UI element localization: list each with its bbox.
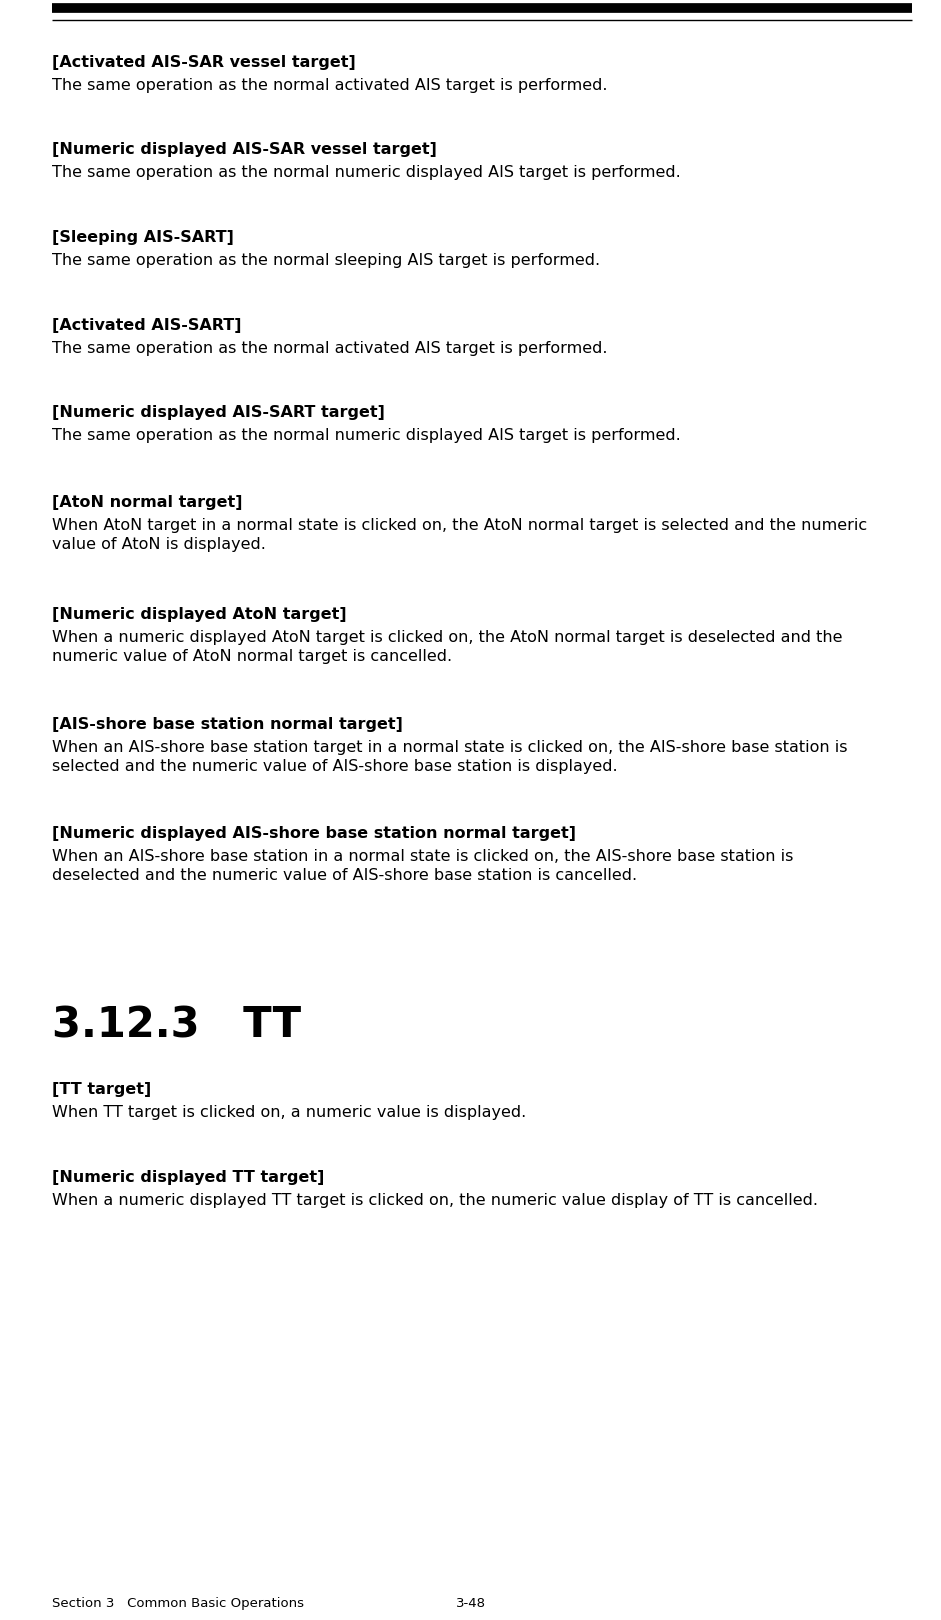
Text: When an AIS-shore base station target in a normal state is clicked on, the AIS-s: When an AIS-shore base station target in…	[52, 740, 848, 755]
Text: numeric value of AtoN normal target is cancelled.: numeric value of AtoN normal target is c…	[52, 650, 452, 664]
Text: [AIS-shore base station normal target]: [AIS-shore base station normal target]	[52, 718, 403, 732]
Text: When a numeric displayed AtoN target is clicked on, the AtoN normal target is de: When a numeric displayed AtoN target is …	[52, 630, 842, 645]
Text: When an AIS-shore base station in a normal state is clicked on, the AIS-shore ba: When an AIS-shore base station in a norm…	[52, 849, 793, 863]
Text: [Numeric displayed AIS-shore base station normal target]: [Numeric displayed AIS-shore base statio…	[52, 826, 576, 841]
Text: The same operation as the normal activated AIS target is performed.: The same operation as the normal activat…	[52, 78, 608, 92]
Text: When a numeric displayed TT target is clicked on, the numeric value display of T: When a numeric displayed TT target is cl…	[52, 1192, 818, 1209]
Text: [Numeric displayed AIS-SAR vessel target]: [Numeric displayed AIS-SAR vessel target…	[52, 143, 437, 157]
Text: The same operation as the normal numeric displayed AIS target is performed.: The same operation as the normal numeric…	[52, 165, 680, 180]
Text: [Numeric displayed AtoN target]: [Numeric displayed AtoN target]	[52, 608, 346, 622]
Text: Section 3   Common Basic Operations: Section 3 Common Basic Operations	[52, 1597, 304, 1610]
Text: [TT target]: [TT target]	[52, 1082, 152, 1097]
Text: 3.12.3   TT: 3.12.3 TT	[52, 1004, 301, 1047]
Text: [Activated AIS-SAR vessel target]: [Activated AIS-SAR vessel target]	[52, 55, 356, 70]
Text: The same operation as the normal sleeping AIS target is performed.: The same operation as the normal sleepin…	[52, 253, 600, 267]
Text: value of AtoN is displayed.: value of AtoN is displayed.	[52, 536, 266, 552]
Text: [Activated AIS-SART]: [Activated AIS-SART]	[52, 318, 242, 334]
Text: selected and the numeric value of AIS-shore base station is displayed.: selected and the numeric value of AIS-sh…	[52, 760, 617, 774]
Text: [Numeric displayed AIS-SART target]: [Numeric displayed AIS-SART target]	[52, 405, 385, 420]
Text: [Sleeping AIS-SART]: [Sleeping AIS-SART]	[52, 230, 234, 245]
Text: The same operation as the normal numeric displayed AIS target is performed.: The same operation as the normal numeric…	[52, 428, 680, 442]
Text: When TT target is clicked on, a numeric value is displayed.: When TT target is clicked on, a numeric …	[52, 1105, 526, 1119]
Text: [Numeric displayed TT target]: [Numeric displayed TT target]	[52, 1170, 325, 1184]
Text: The same operation as the normal activated AIS target is performed.: The same operation as the normal activat…	[52, 340, 608, 356]
Text: [AtoN normal target]: [AtoN normal target]	[52, 496, 243, 510]
Text: 3-48: 3-48	[455, 1597, 486, 1610]
Text: deselected and the numeric value of AIS-shore base station is cancelled.: deselected and the numeric value of AIS-…	[52, 868, 637, 883]
Text: When AtoN target in a normal state is clicked on, the AtoN normal target is sele: When AtoN target in a normal state is cl…	[52, 518, 867, 533]
